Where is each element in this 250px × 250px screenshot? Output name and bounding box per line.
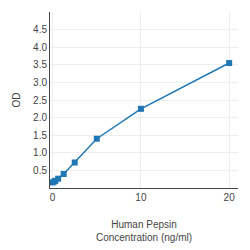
svg-text:0: 0: [50, 192, 56, 203]
svg-text:3.0: 3.0: [33, 77, 47, 88]
svg-text:2.0: 2.0: [33, 112, 47, 123]
svg-text:20: 20: [224, 192, 236, 203]
svg-text:0.5: 0.5: [33, 165, 47, 176]
svg-text:1.0: 1.0: [33, 147, 47, 158]
svg-text:2.5: 2.5: [33, 95, 47, 106]
svg-text:1.5: 1.5: [33, 130, 47, 141]
svg-text:4.5: 4.5: [33, 24, 47, 35]
svg-text:OD: OD: [11, 93, 22, 108]
svg-text:Human PepsinConcentration (ng/: Human PepsinConcentration (ng/ml): [96, 219, 192, 243]
svg-text:4.0: 4.0: [33, 42, 47, 53]
svg-text:10: 10: [135, 192, 147, 203]
svg-text:3.5: 3.5: [33, 59, 47, 70]
